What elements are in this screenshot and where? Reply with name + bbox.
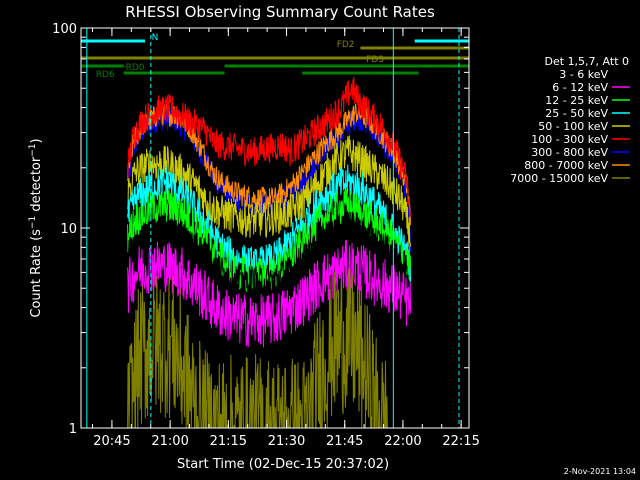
footer-timestamp: 2-Nov-2021 13:04 <box>564 467 636 476</box>
legend-entry-50-100-kev: 50 - 100 keV <box>538 120 608 133</box>
legend-entry-12-25-kev: 12 - 25 keV <box>545 94 608 107</box>
x-tick-label: 21:15 <box>210 434 247 449</box>
legend-entry-100-300-kev: 100 - 300 keV <box>531 133 608 146</box>
series-line-7000-15000-kev <box>127 267 388 428</box>
x-tick-label: 22:00 <box>384 434 421 449</box>
data-layer <box>127 76 412 428</box>
status-bar-label-fd2: FD2 <box>337 40 355 50</box>
legend-entry-3-6-kev: 3 - 6 keV <box>559 68 608 81</box>
axis-layer: 20:45 21:00 21:15 21:30 21:45 22:00 22:15 1 10 10… <box>52 22 480 449</box>
legend-entry-25-50-kev: 25 - 50 keV <box>545 107 608 120</box>
series-line-25-50-kev <box>127 164 412 283</box>
y-tick-label: 100 <box>52 22 77 37</box>
x-tick-label: 21:30 <box>268 434 305 449</box>
x-axis-label: Start Time (02-Dec-15 20:37:02) <box>177 457 389 472</box>
series-line-100-300-kev <box>127 76 412 217</box>
y-tick-label: 1 <box>69 422 77 437</box>
status-bar-label-rd0: RD0 <box>126 63 145 73</box>
legend-entry-800-7000-kev: 800 - 7000 keV <box>524 159 608 172</box>
x-tick-label: 22:15 <box>442 434 479 449</box>
x-tick-label: 21:00 <box>151 434 188 449</box>
x-tick-label: 21:45 <box>326 434 363 449</box>
legend-entry-300-800-kev: 300 - 800 keV <box>531 146 608 159</box>
status-bar-label-fd3: FD3 <box>366 55 384 65</box>
status-bar-layer: N FD2 FD3 RD0 RD6 <box>81 33 469 80</box>
status-bar-label-n: N <box>152 33 159 43</box>
series-line-6-12-kev <box>127 239 412 348</box>
legend-header: Det 1,5,7, Att 0 <box>545 55 629 68</box>
status-bar-label-rd6: RD6 <box>96 70 115 80</box>
x-tick-label: 20:45 <box>93 434 130 449</box>
series-line-800-7000-kev <box>127 102 412 226</box>
legend-entry-7000-15000-kev: 7000 - 15000 keV <box>510 172 608 185</box>
y-axis-label: Count Rate (s−1 detector−1) <box>28 138 44 317</box>
legend-entry-6-12-kev: 6 - 12 keV <box>552 81 608 94</box>
chart-title: RHESSI Observing Summary Count Rates <box>125 3 435 21</box>
y-tick-label: 10 <box>60 222 77 237</box>
